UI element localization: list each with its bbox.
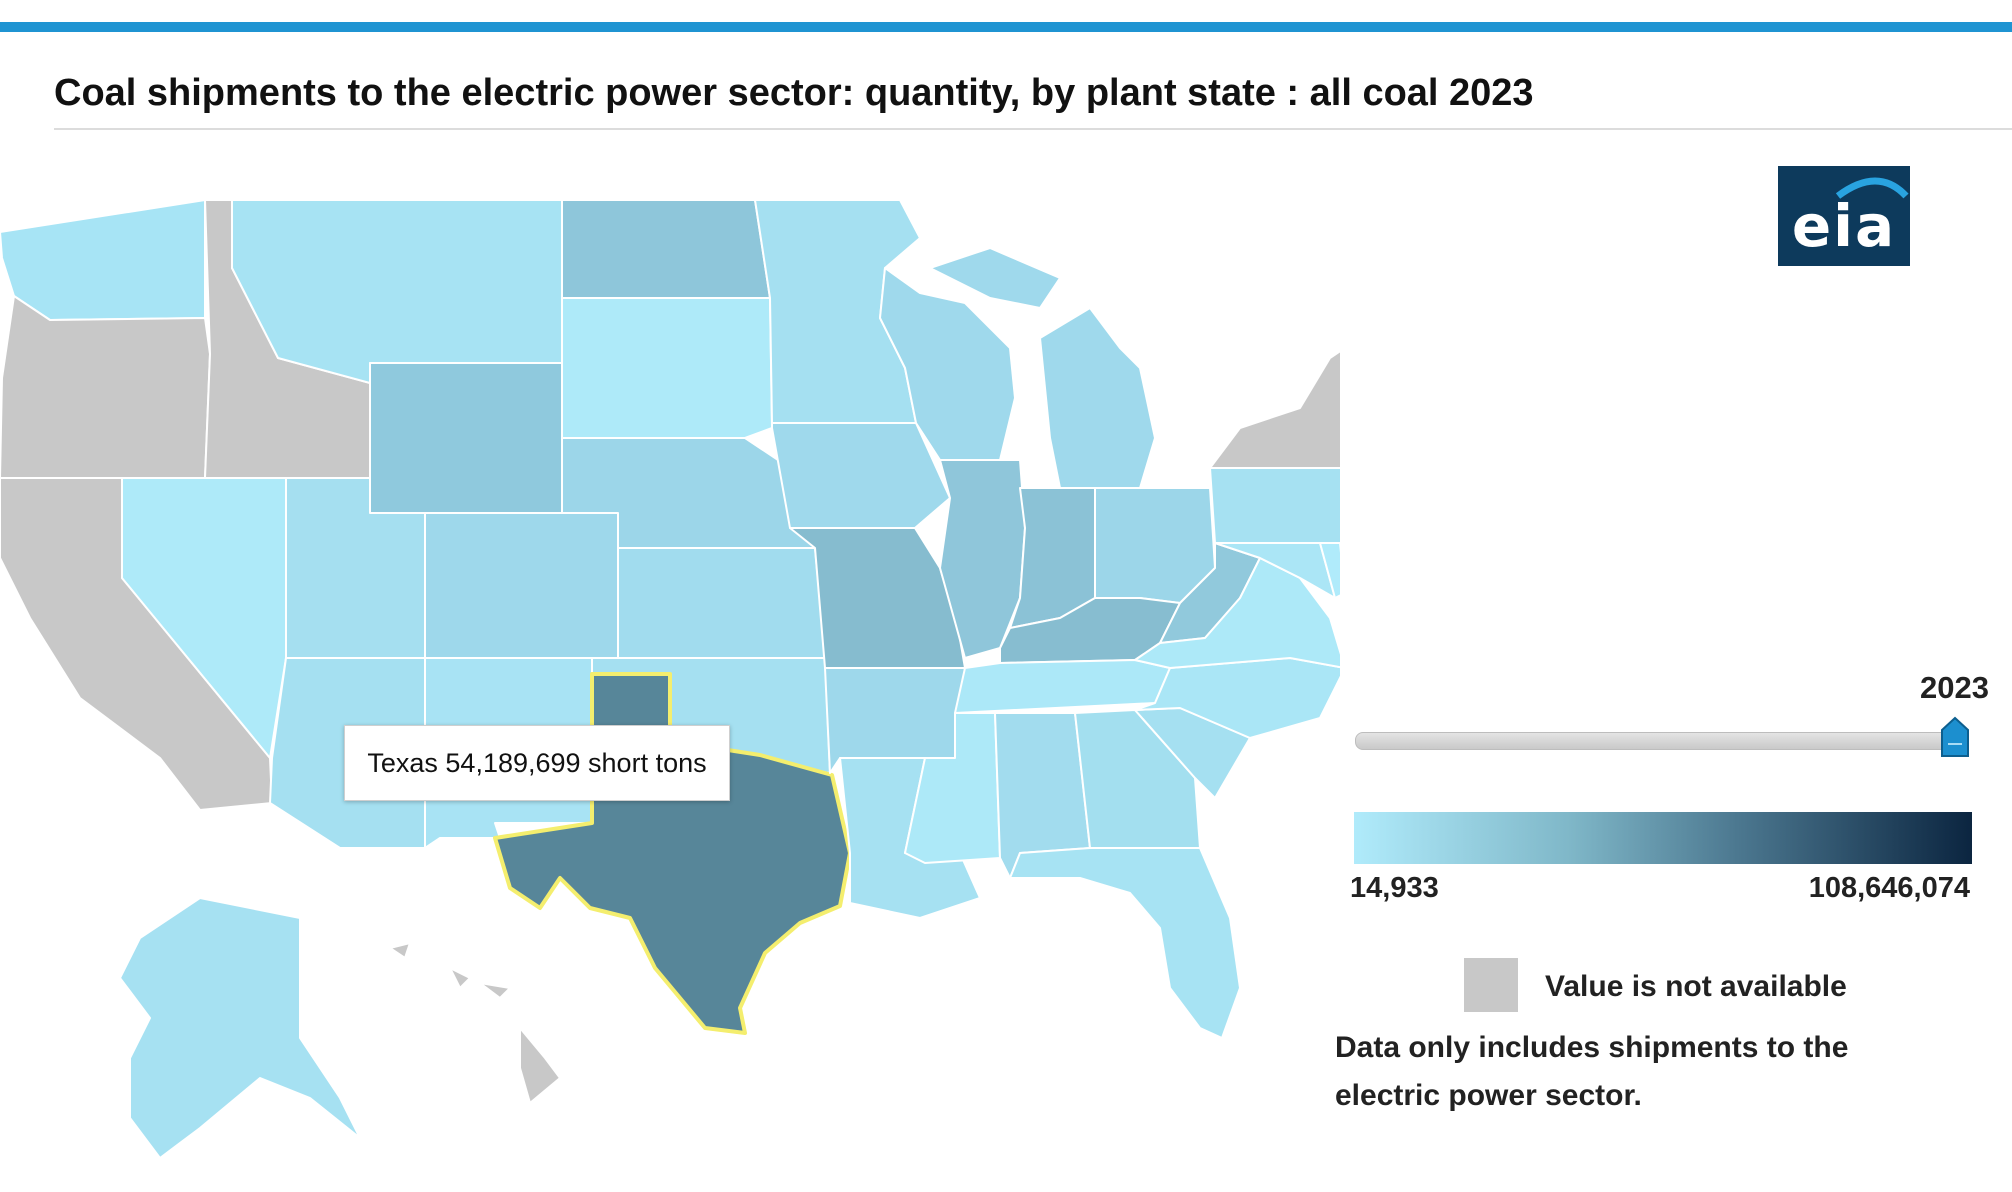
state-de[interactable] xyxy=(1319,542,1340,599)
eia-logo[interactable]: eia xyxy=(1778,166,1910,266)
state-sd[interactable] xyxy=(561,297,773,439)
us-state-map[interactable] xyxy=(0,198,1340,1158)
logo-text: eia xyxy=(1791,192,1897,260)
selected-year-label: 2023 xyxy=(1920,670,1989,705)
state-fl[interactable] xyxy=(1009,847,1241,1039)
state-ny[interactable] xyxy=(1209,328,1340,498)
legend-min-value: 14,933 xyxy=(1350,872,1439,904)
state-wa[interactable] xyxy=(0,199,206,321)
not-available-label: Value is not available xyxy=(1545,970,1847,1003)
state-ak[interactable] xyxy=(119,897,361,1158)
state-tx[interactable] xyxy=(493,672,852,1035)
state-nd[interactable] xyxy=(561,199,771,299)
title-divider xyxy=(54,128,2012,130)
state-pa[interactable] xyxy=(1209,467,1340,544)
state-hi[interactable] xyxy=(389,942,561,1104)
year-slider-track[interactable] xyxy=(1355,732,1957,750)
not-available-swatch xyxy=(1464,958,1518,1012)
state-wy[interactable] xyxy=(369,362,563,514)
state-md[interactable] xyxy=(1214,542,1336,599)
legend-max-value: 108,646,074 xyxy=(1808,872,1970,904)
logo-swoosh xyxy=(1835,177,1909,199)
top-accent-bar xyxy=(0,22,2012,32)
year-slider-handle[interactable] xyxy=(1940,716,1970,760)
state-tooltip: Texas 54,189,699 short tons xyxy=(344,725,730,801)
state-ia[interactable] xyxy=(771,422,951,529)
state-co[interactable] xyxy=(424,512,619,659)
legend-color-scale xyxy=(1354,812,1972,864)
state-or[interactable] xyxy=(0,295,211,479)
data-note: Data only includes shipments to the elec… xyxy=(1335,1031,1849,1112)
page-title: Coal shipments to the electric power sec… xyxy=(54,72,1534,114)
state-ga[interactable] xyxy=(1074,709,1201,849)
state-mt[interactable] xyxy=(231,199,563,384)
state-mi[interactable] xyxy=(929,247,1156,489)
state-ks[interactable] xyxy=(617,547,826,659)
state-tn[interactable] xyxy=(954,659,1171,714)
